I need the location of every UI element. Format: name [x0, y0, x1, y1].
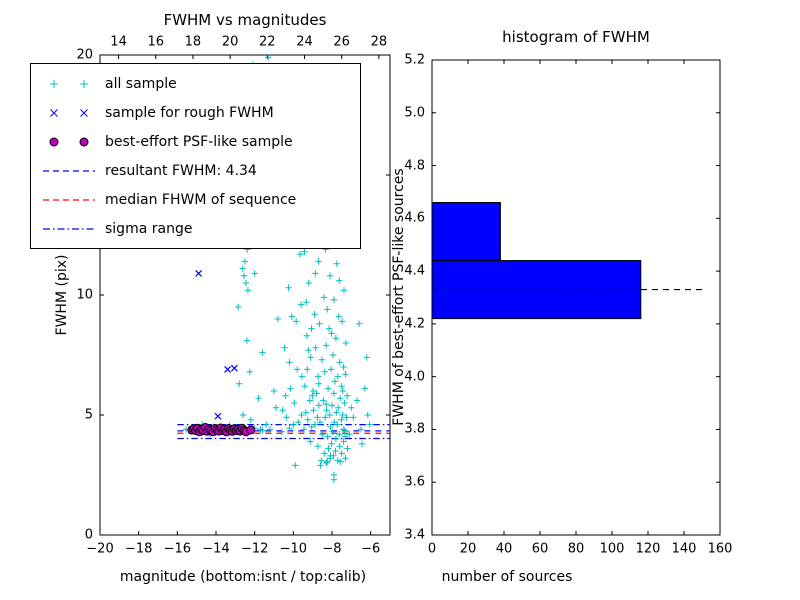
tick-label: 3.8 — [404, 421, 425, 437]
legend-item: best-effort PSF-like sample — [40, 127, 351, 156]
tick-label: −8 — [322, 541, 342, 557]
legend-circle-icon — [49, 137, 89, 146]
right-plot-title: histogram of FWHM — [502, 28, 650, 46]
legend-dashdot-icon — [43, 227, 95, 230]
psf-sample-points — [187, 423, 256, 437]
tick-label: 14 — [110, 34, 127, 50]
legend-label: best-effort PSF-like sample — [105, 133, 293, 150]
tick-label: 24 — [296, 34, 313, 50]
legend-item: all sample — [40, 69, 351, 98]
right-yaxis-label: FWHM of best-effort PSF-like sources — [391, 168, 407, 426]
tick-label: −20 — [86, 541, 114, 557]
tick-label: 0 — [84, 527, 93, 543]
legend-plus-icon — [50, 79, 88, 88]
left-xaxis-label: magnitude (bottom:isnt / top:calib) — [119, 569, 367, 585]
tick-label: −6 — [361, 541, 381, 557]
histogram-bar — [431, 202, 501, 262]
rough-sample-points — [193, 269, 251, 436]
tick-label: 4.2 — [404, 316, 425, 332]
legend-x-icon — [50, 108, 88, 117]
tick-label: 4.8 — [404, 158, 425, 174]
legend-label: sigma range — [105, 220, 193, 237]
tick-label: −12 — [240, 541, 269, 557]
left-yaxis-label: FWHM (pix) — [54, 254, 70, 336]
legend-item: sigma range — [40, 214, 351, 243]
tick-label: 160 — [707, 541, 733, 557]
tick-label: 5.0 — [404, 105, 425, 121]
left-plot-title: FWHM vs magnitudes — [163, 11, 327, 29]
tick-label: 10 — [76, 287, 93, 303]
legend-label: resultant FWHM: 4.34 — [105, 162, 257, 179]
tick-label: 3.4 — [404, 527, 425, 543]
tick-label: 0 — [427, 541, 437, 557]
tick-label: 100 — [599, 541, 625, 557]
tick-label: 18 — [184, 34, 202, 50]
tick-label: 22 — [259, 34, 276, 50]
legend: all sample sample for rough FWHM best-effo… — [30, 63, 361, 249]
tick-label: 4.0 — [404, 369, 425, 385]
tick-label: −14 — [202, 541, 230, 557]
legend-label: all sample — [105, 75, 177, 92]
legend-item: median FHWM of sequence — [40, 185, 351, 214]
tick-label: 4.4 — [404, 263, 425, 279]
tick-label: 40 — [495, 541, 513, 557]
tick-label: 80 — [567, 541, 585, 557]
tick-label: 120 — [635, 541, 661, 557]
tick-label: 20 — [459, 541, 477, 557]
legend-dashed-icon — [43, 198, 95, 201]
legend-label: median FHWM of sequence — [105, 191, 297, 208]
tick-label: 26 — [333, 34, 350, 50]
legend-item: sample for rough FWHM — [40, 98, 351, 127]
tick-label: −16 — [163, 541, 192, 557]
tick-label: 20 — [76, 47, 93, 63]
tick-label: 4.6 — [404, 210, 425, 226]
tick-label: −10 — [279, 541, 308, 557]
legend-item: resultant FWHM: 4.34 — [40, 156, 351, 185]
right-xaxis-label: number of sources — [441, 569, 573, 585]
legend-label: sample for rough FWHM — [105, 104, 274, 121]
tick-label: 60 — [531, 541, 549, 557]
tick-label: 5 — [84, 407, 93, 423]
tick-label: 16 — [147, 34, 165, 50]
legend-dashed-icon — [43, 169, 95, 172]
tick-label: 3.6 — [404, 474, 425, 490]
tick-label: 28 — [370, 34, 388, 50]
tick-label: 5.2 — [404, 52, 425, 68]
tick-label: −18 — [124, 541, 153, 557]
tick-label: 20 — [221, 34, 239, 50]
tick-label: 140 — [671, 541, 697, 557]
